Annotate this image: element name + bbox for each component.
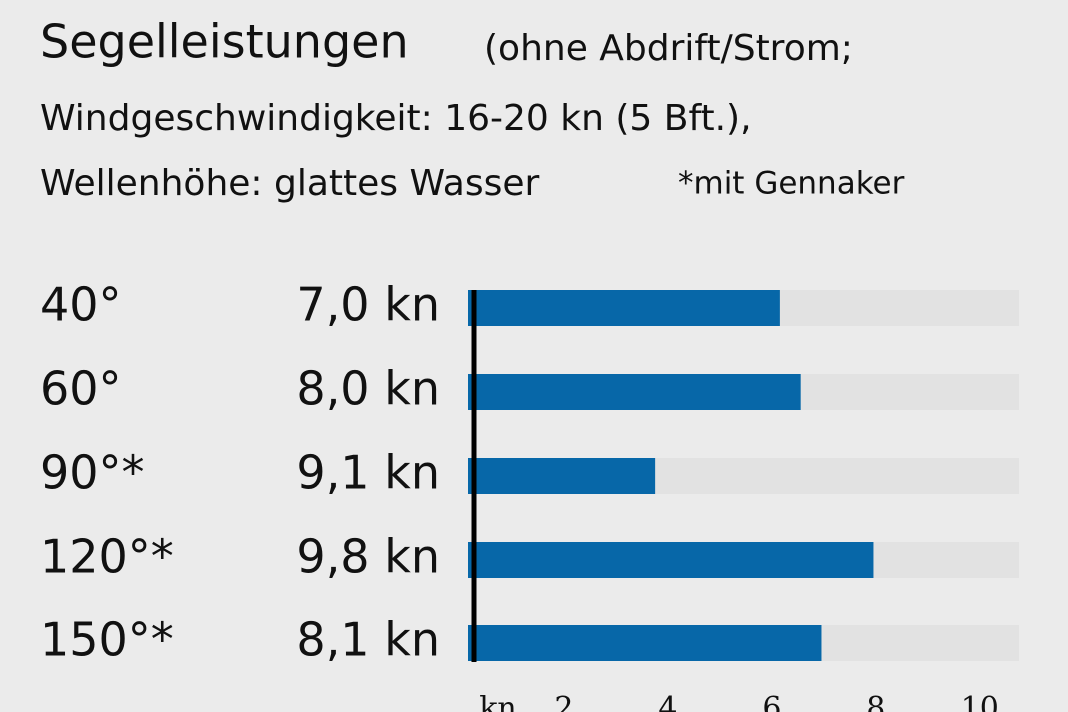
- category-label: 60°: [40, 362, 122, 416]
- chart-title: Segelleistungen: [40, 15, 409, 69]
- speed-label: 7,0 kn: [296, 278, 440, 332]
- speed-label: 8,1 kn: [296, 613, 440, 667]
- note: *mit Gennaker: [678, 166, 905, 202]
- x-tick-label: 2: [554, 691, 573, 712]
- subtitle: Windgeschwindigkeit: 16-20 kn (5 Bft.),: [40, 98, 752, 139]
- x-tick-label: 4: [658, 691, 677, 712]
- x-tick-label: 10: [961, 691, 999, 712]
- category-label: 150°*: [40, 613, 174, 667]
- x-tick-label: 8: [866, 691, 885, 712]
- subtitle: Wellenhöhe: glattes Wasser: [40, 163, 539, 204]
- x-tick-label: 6: [762, 691, 781, 712]
- speed-label: 8,0 kn: [296, 362, 440, 416]
- category-label: 40°: [40, 278, 122, 332]
- bar: [468, 458, 656, 494]
- category-label: 120°*: [40, 530, 174, 584]
- bar: [468, 374, 801, 410]
- speed-label: 9,8 kn: [296, 530, 440, 584]
- category-label: 90°*: [40, 446, 145, 500]
- bar: [468, 542, 874, 578]
- bar: [468, 290, 780, 326]
- x-tick-label: kn: [479, 691, 517, 712]
- bar: [468, 625, 822, 661]
- subtitle: (ohne Abdrift/Strom;: [484, 28, 853, 69]
- speed-label: 9,1 kn: [296, 446, 440, 500]
